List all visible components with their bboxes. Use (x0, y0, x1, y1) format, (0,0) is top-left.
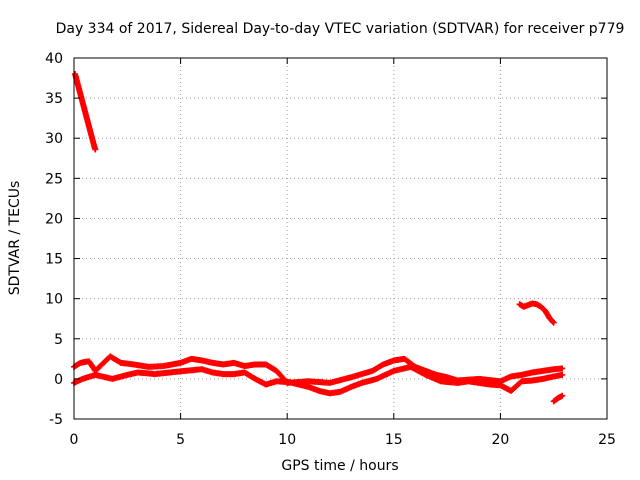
x-axis-label: GPS time / hours (281, 458, 398, 474)
x-tick-label: 25 (598, 432, 616, 448)
y-tick-label: 20 (45, 211, 63, 227)
plot-frame (73, 57, 608, 420)
y-tick-label: 25 (45, 171, 63, 187)
data-point (549, 318, 556, 325)
y-tick-label: -5 (49, 412, 63, 428)
y-tick-label: 10 (45, 292, 63, 308)
x-tick-label: 10 (278, 432, 296, 448)
data-point (559, 371, 566, 378)
x-tick-label: 5 (176, 432, 185, 448)
data-points (71, 71, 566, 405)
y-tick-label: 0 (54, 372, 63, 388)
x-tick-label: 20 (491, 432, 509, 448)
data-point (92, 146, 99, 153)
y-tick-label: 40 (45, 51, 63, 67)
y-tick-label: 15 (45, 252, 63, 268)
data-point (559, 365, 566, 372)
chart-title: Day 334 of 2017, Sidereal Day-to-day VTE… (56, 21, 625, 37)
data-point (550, 319, 557, 326)
data-point (559, 392, 566, 399)
x-tick-label: 0 (70, 432, 79, 448)
y-tick-label: 35 (45, 91, 63, 107)
y-tick-label: 30 (45, 131, 63, 147)
axis-ticks: 0 5 10 15 20 25 -5 0 5 10 15 20 25 30 35 40 (45, 51, 616, 448)
y-axis-label: SDTVAR / TECUs (7, 181, 23, 296)
grid-lines (74, 58, 607, 419)
x-tick-label: 15 (385, 432, 403, 448)
y-tick-label: 5 (54, 332, 63, 348)
